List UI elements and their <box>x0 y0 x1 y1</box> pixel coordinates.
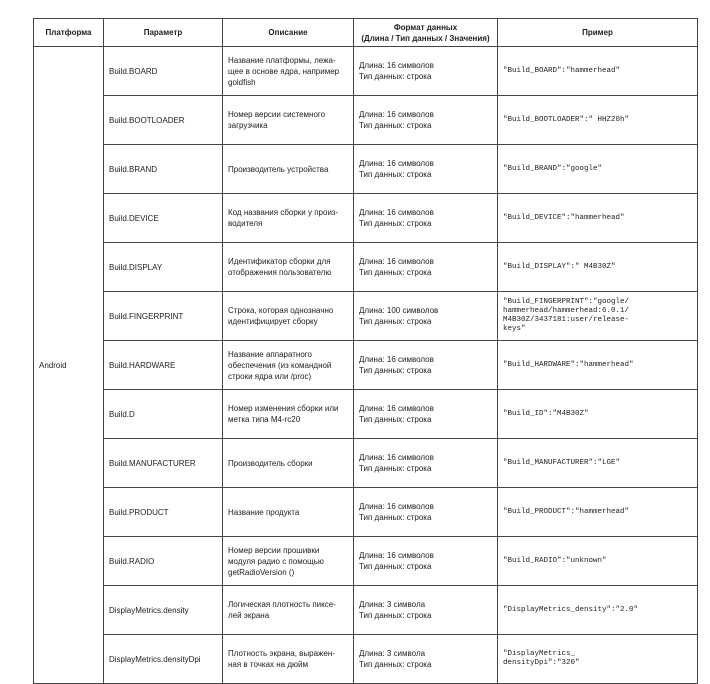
format-cell: Длина: 16 символов Тип данных: строка <box>353 193 498 243</box>
table-row: Build.MANUFACTURER Производитель сборки Дл… <box>34 438 698 488</box>
description-cell: Производитель устройства <box>222 144 354 194</box>
header-cell: Описание <box>222 18 354 47</box>
example-cell: "Build_DISPLAY":" M4B30Z" <box>497 242 698 292</box>
table-row: Build.BOOTLOADER Номер версии системного … <box>34 95 698 145</box>
header-cell: Платформа <box>33 18 104 47</box>
table-row: Build.PRODUCT Название продукта Длина: 16 … <box>34 487 698 537</box>
parameter-cell: Build.RADIO <box>103 536 223 586</box>
example-cell: "Build_BRAND":"google" <box>497 144 698 194</box>
example-cell: "Build_PRODUCT":"hammerhead" <box>497 487 698 537</box>
parameter-cell: Build.BOOTLOADER <box>103 95 223 145</box>
parameter-cell: Build.PRODUCT <box>103 487 223 537</box>
header-cell: Формат данных (Длина / Тип данных / Значе… <box>353 18 498 47</box>
format-cell: Длина: 16 символов Тип данных: строка <box>353 438 498 488</box>
data-table: Платформа Параметр Описание Формат данных (Д… <box>33 18 698 684</box>
example-cell: "Build_ID":"M4B30Z" <box>497 389 698 439</box>
description-cell: Код названия сборки у произ- водителя <box>222 193 354 243</box>
example-cell: "DisplayMetrics_density":"2.0" <box>497 585 698 635</box>
format-cell: Длина: 16 символов Тип данных: строка <box>353 242 498 292</box>
example-cell: "Build_DEVICE":"hammerhead" <box>497 193 698 243</box>
header-text: Пример <box>582 28 613 37</box>
parameter-cell: Build.FINGERPRINT <box>103 291 223 341</box>
table-row: Android Build.BOARD Название платформы, ле… <box>33 46 698 684</box>
table-row: DisplayMetrics.density Логическая плотнос… <box>34 585 698 635</box>
format-cell: Длина: 16 символов Тип данных: строка <box>353 144 498 194</box>
parameter-cell: Build.BRAND <box>103 144 223 194</box>
parameter-cell: DisplayMetrics.densityDpi <box>103 634 223 684</box>
header-text: Формат данных <box>393 22 458 32</box>
table-row: Build.D Номер изменения сборки или метка … <box>34 389 698 439</box>
table-row: Build.HARDWARE Название аппаратного обесп… <box>34 340 698 390</box>
example-cell: "DisplayMetrics_ densityDpi":"320" <box>497 634 698 684</box>
format-cell: Длина: 100 символов Тип данных: строка <box>353 291 498 341</box>
header-row: Платформа Параметр Описание Формат данных (Д… <box>33 18 698 47</box>
example-cell: "Build_FINGERPRINT":"google/ hammerhead/… <box>497 291 698 341</box>
header-cell: Пример <box>497 18 698 47</box>
table-row: Build.RADIO Номер версии прошивки модуля … <box>34 536 698 586</box>
description-cell: Название аппаратного обеспечения (из ком… <box>222 340 354 390</box>
example-cell: "Build_BOOTLOADER":" HHZ20h" <box>497 95 698 145</box>
header-note: (Длина / Тип данных / Значения) <box>361 33 490 43</box>
description-cell: Логическая плотность пиксе- лей экрана <box>222 585 354 635</box>
format-cell: Длина: 16 символов Тип данных: строка <box>353 487 498 537</box>
example-cell: "Build_HARDWARE":"hammerhead" <box>497 340 698 390</box>
format-cell: Длина: 16 символов Тип данных: строка <box>353 95 498 145</box>
header-cell: Параметр <box>103 18 223 47</box>
description-cell: Номер изменения сборки или метка типа M4… <box>222 389 354 439</box>
example-cell: "Build_RADIO":"unknown" <box>497 536 698 586</box>
description-cell: Плотность экрана, выражен- ная в точках … <box>222 634 354 684</box>
parameter-cell: Build.D <box>103 389 223 439</box>
format-cell: Длина: 3 символа Тип данных: строка <box>353 634 498 684</box>
header-text: Описание <box>268 28 308 37</box>
example-cell: "Build_BOARD":"hammerhead" <box>497 46 698 96</box>
format-cell: Длина: 3 символа Тип данных: строка <box>353 585 498 635</box>
table-row: Build.DISPLAY Идентификатор сборки для от… <box>34 242 698 292</box>
format-cell: Длина: 16 символов Тип данных: строка <box>353 46 498 96</box>
description-cell: Идентификатор сборки для отображения пол… <box>222 242 354 292</box>
format-cell: Длина: 16 символов Тип данных: строка <box>353 340 498 390</box>
description-cell: Номер версии системного загрузчика <box>222 95 354 145</box>
format-cell: Длина: 16 символов Тип данных: строка <box>353 389 498 439</box>
parameter-cell: Build.MANUFACTURER <box>103 438 223 488</box>
parameter-cell: Build.DEVICE <box>103 193 223 243</box>
parameter-cell: Build.DISPLAY <box>103 242 223 292</box>
description-cell: Название продукта <box>222 487 354 537</box>
description-cell: Номер версии прошивки модуля радио с пом… <box>222 536 354 586</box>
header-text: Параметр <box>143 28 183 37</box>
table-row: Build.BRAND Производитель устройства Длина… <box>34 144 698 194</box>
header-text: Платформа <box>45 28 92 37</box>
table-row: Build.FINGERPRINT Строка, которая однозна… <box>34 291 698 341</box>
description-cell: Строка, которая однозначно идентифицируе… <box>222 291 354 341</box>
description-cell: Название платформы, лежа- щее в основе я… <box>222 46 354 96</box>
description-cell: Производитель сборки <box>222 438 354 488</box>
platform-cell: Android <box>33 46 104 684</box>
format-cell: Длина: 16 символов Тип данных: строка <box>353 536 498 586</box>
parameter-cell: DisplayMetrics.density <box>103 585 223 635</box>
example-cell: "Build_MANUFACTURER":"LGE" <box>497 438 698 488</box>
table-row: DisplayMetrics.densityDpi Плотность экран… <box>34 634 698 684</box>
parameter-cell: Build.HARDWARE <box>103 340 223 390</box>
parameter-cell: Build.BOARD <box>103 46 223 96</box>
table-row: Build.DEVICE Код названия сборки у произ-… <box>34 193 698 243</box>
